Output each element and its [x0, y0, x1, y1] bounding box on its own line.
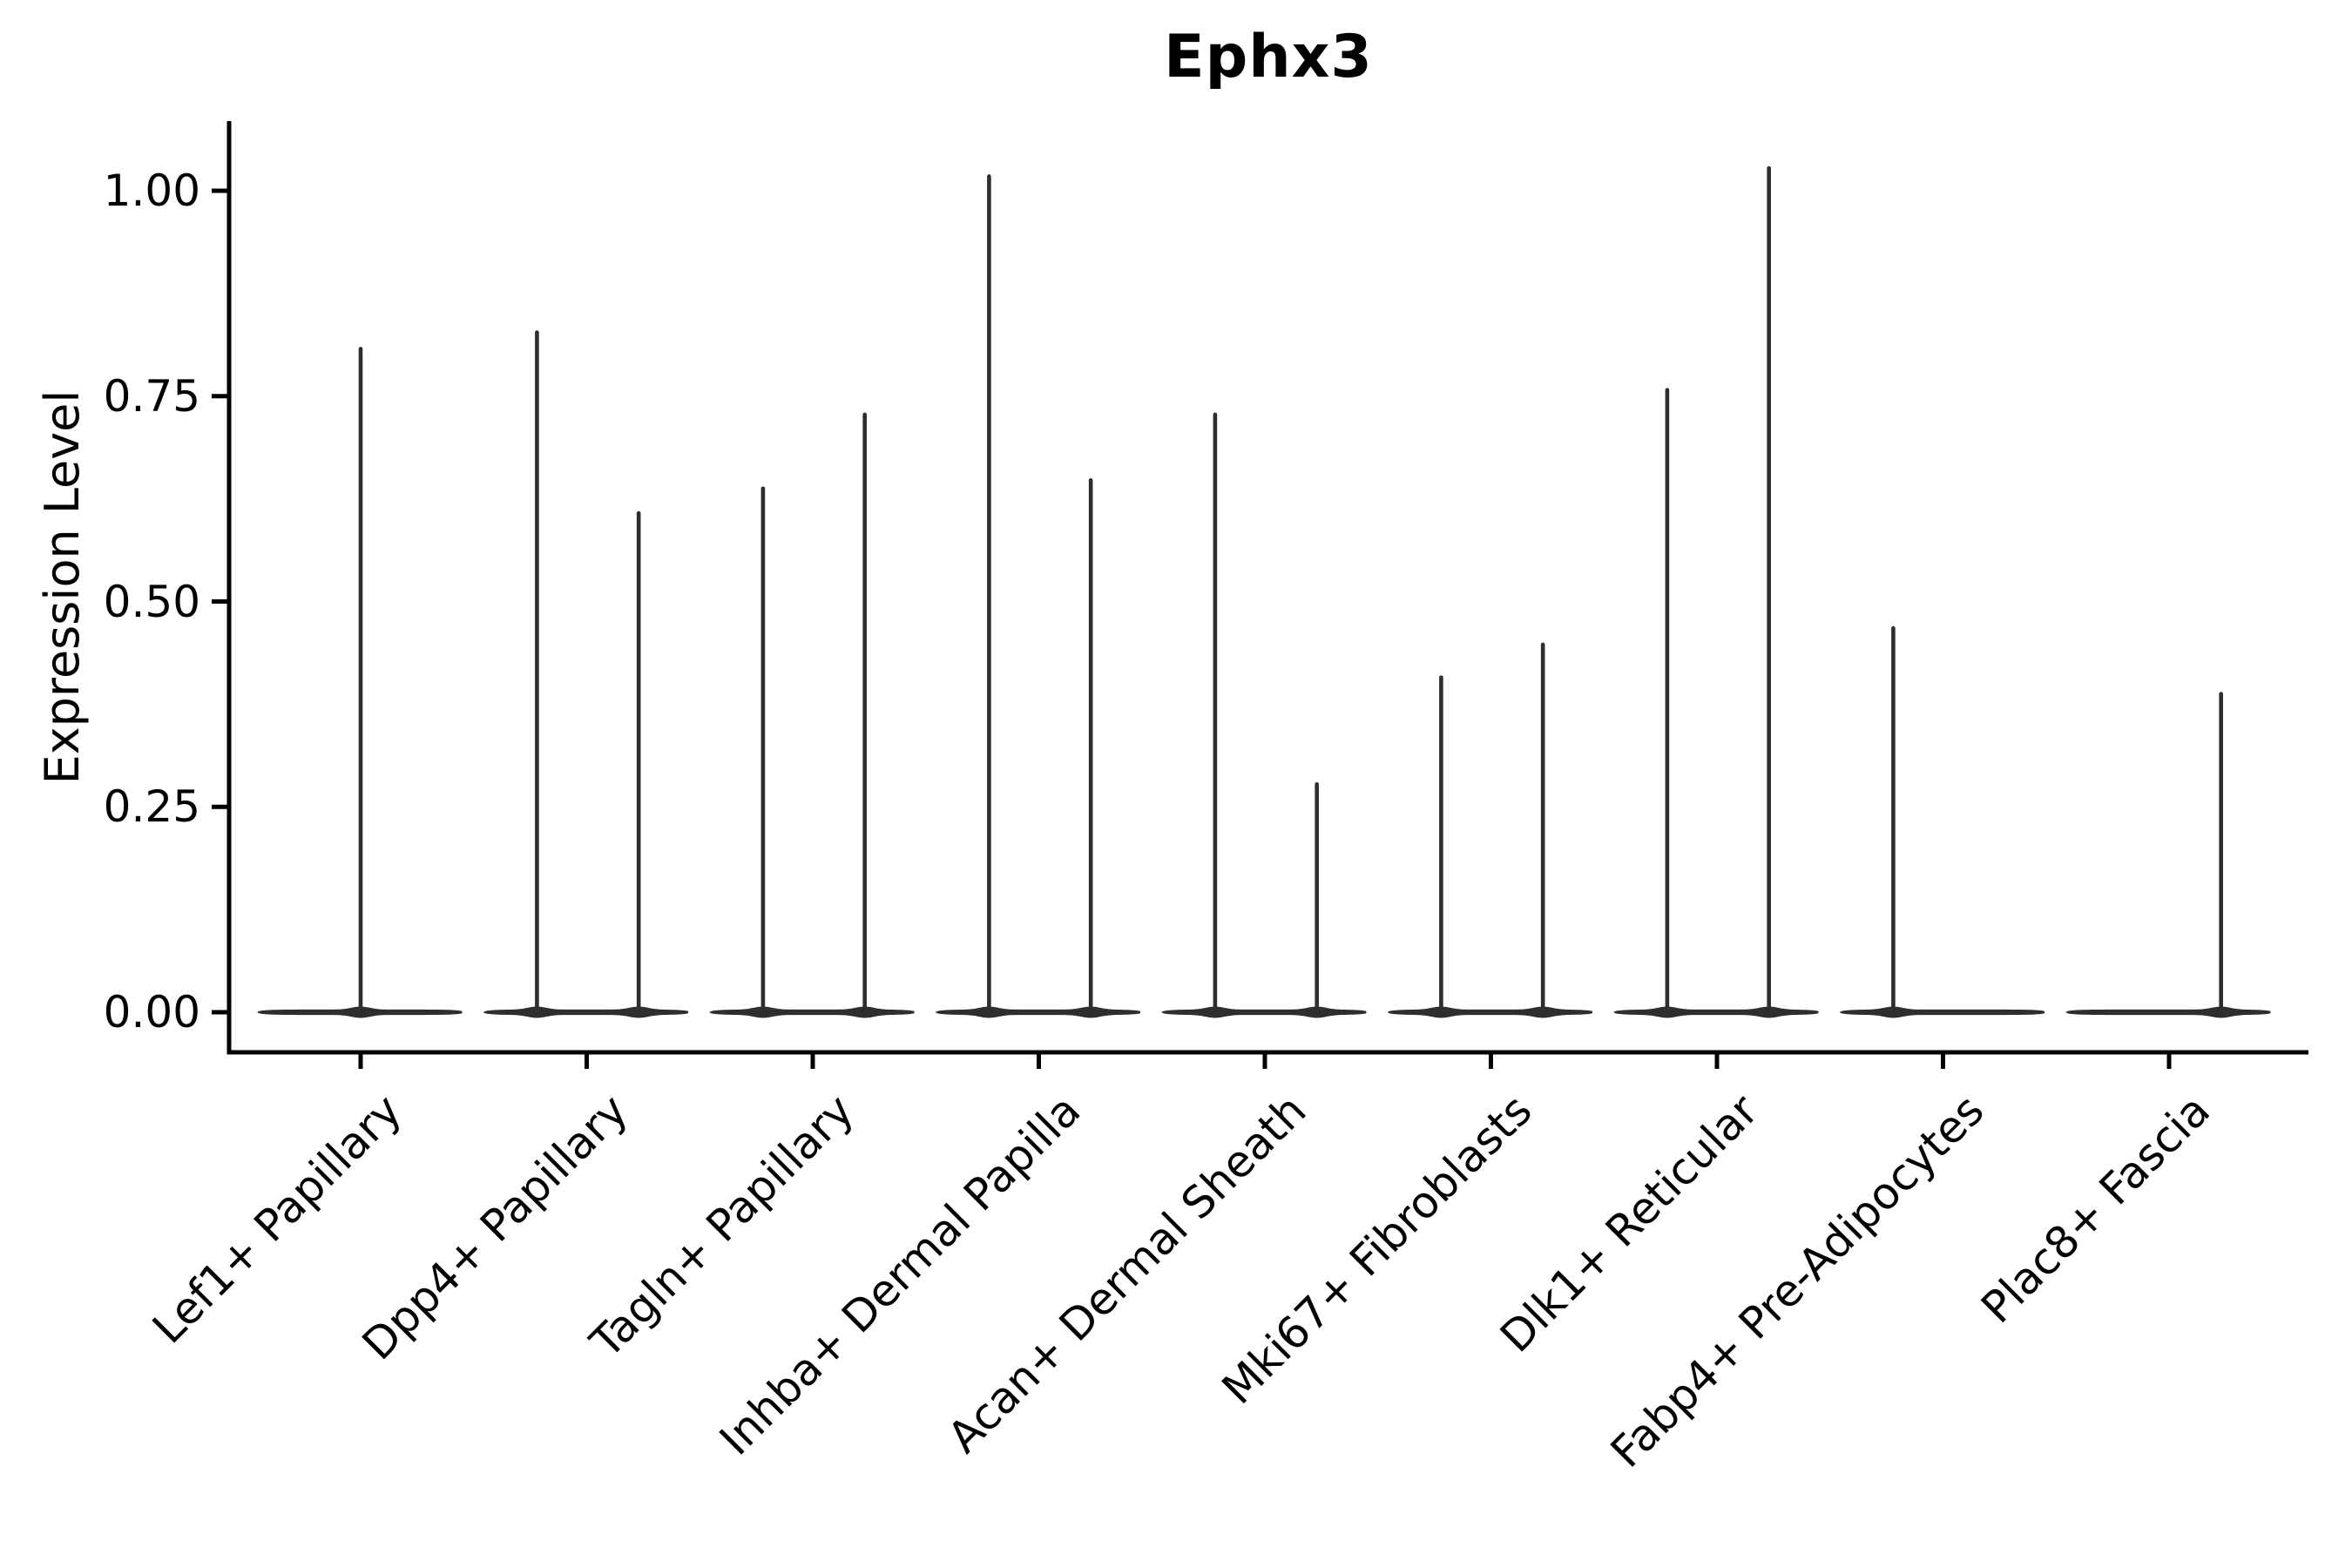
y-tick-label: 0.25	[103, 781, 200, 833]
y-tick-label: 0.50	[103, 576, 200, 627]
violin-base	[709, 1006, 915, 1018]
plot-title: Ephx3	[1164, 23, 1373, 91]
violin-base	[2065, 1006, 2271, 1018]
violin-base	[936, 1006, 1140, 1018]
violin-base	[1840, 1006, 2044, 1018]
y-tick-label: 1.00	[103, 166, 200, 216]
violin-base	[483, 1006, 688, 1018]
y-tick-label: 0.75	[103, 370, 200, 422]
violin-base	[1613, 1006, 1819, 1018]
violin-base	[1388, 1006, 1592, 1018]
violin-base	[1161, 1006, 1367, 1018]
y-tick-label: 0.00	[103, 987, 200, 1037]
